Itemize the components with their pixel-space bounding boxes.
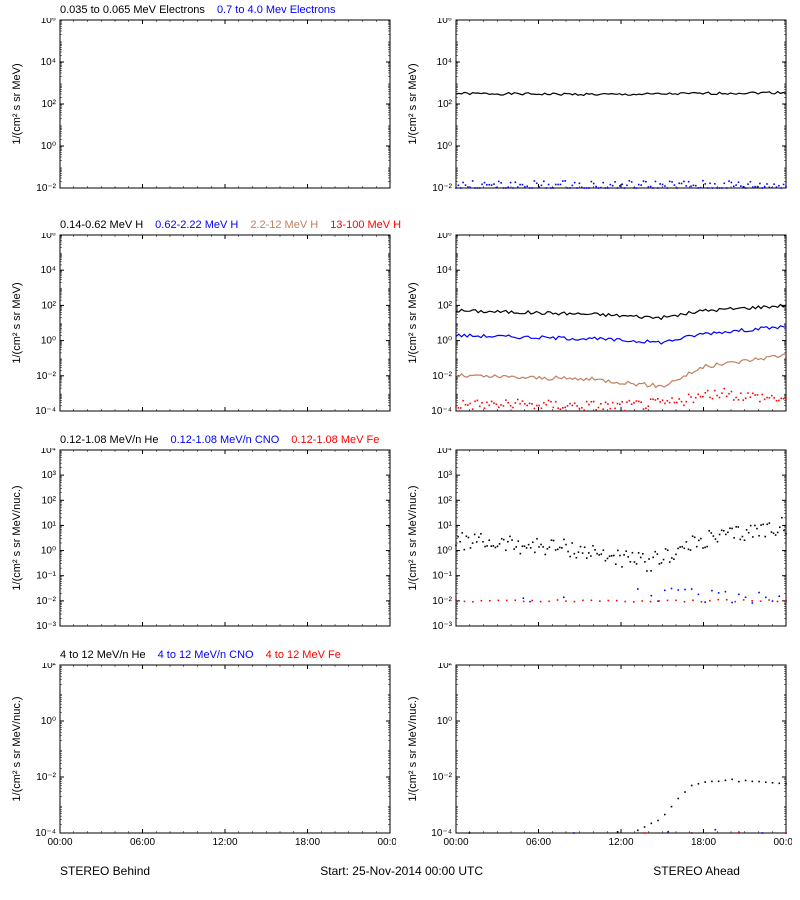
svg-text:10⁰: 10⁰ [437,336,452,347]
svg-text:10⁻³: 10⁻³ [432,621,452,632]
panel-wrap: 0.14-0.62 MeV H0.62-2.22 MeV H2.2-12 MeV… [8,223,396,432]
svg-text:10³: 10³ [42,470,57,481]
chart-panel: 10⁻⁴ 10⁻² 10⁰ 10² 10⁴ 10⁶ 1/(cm² s sr MeV) [404,233,792,429]
svg-text:10²: 10² [42,495,57,506]
svg-text:10⁻²: 10⁻² [36,371,56,382]
panel-wrap: 10⁻³ 10⁻² 10⁻¹ 10⁰ 10¹ 10² 10³ 10⁴ 1/(cm² s sr M… [404,438,792,647]
svg-text:10⁴: 10⁴ [437,448,452,456]
chart-panel: 10⁻⁴ 10⁻² 10⁰ 10² 10⁴ 10⁶ 1/(cm² s sr MeV) [8,233,396,429]
legend-item: 2.2-12 MeV H [250,219,318,231]
svg-text:1/(cm² s sr MeV): 1/(cm² s sr MeV) [407,63,419,144]
legend-item: 4 to 12 MeV/n He [60,649,146,661]
svg-text:10⁴: 10⁴ [41,57,56,68]
svg-text:10⁴: 10⁴ [41,448,56,456]
svg-text:1/(cm² s sr MeV): 1/(cm² s sr MeV) [407,282,419,363]
chart-panel: 10⁻² 10⁰ 10² 10⁴ 10⁶ 1/(cm² s sr MeV) [404,18,792,206]
svg-text:12:00: 12:00 [608,837,633,848]
footer-right: STEREO Ahead [653,864,740,878]
svg-text:10⁻²: 10⁻² [432,183,452,194]
svg-text:18:00: 18:00 [295,837,320,848]
svg-text:10⁻²: 10⁻² [36,772,56,783]
svg-text:10²: 10² [42,663,57,671]
svg-text:10⁻²: 10⁻² [432,772,452,783]
legend-item: 4 to 12 MeV Fe [266,649,341,661]
svg-text:10⁶: 10⁶ [437,18,452,26]
svg-text:10¹: 10¹ [438,520,453,531]
svg-text:10⁴: 10⁴ [437,265,452,276]
panel-wrap: 10⁻⁴10⁻²10⁰10²00:0006:0012:0018:0000:001… [404,653,792,862]
svg-text:06:00: 06:00 [130,837,155,848]
legend-item: 0.12-1.08 MeV/n He [60,434,158,446]
panel-wrap: 4 to 12 MeV/n He4 to 12 MeV/n CNO4 to 12… [8,653,396,862]
footer-center: Start: 25-Nov-2014 00:00 UTC [320,864,483,878]
legend-item: 0.14-0.62 MeV H [60,219,143,231]
svg-text:10⁰: 10⁰ [437,716,452,727]
panel-wrap: 0.035 to 0.065 MeV Electrons0.7 to 4.0 M… [8,8,396,217]
legend-item: 0.12-1.08 MeV Fe [291,434,379,446]
footer-left: STEREO Behind [60,864,150,878]
svg-text:10⁰: 10⁰ [41,716,56,727]
legend-item: 0.12-1.08 MeV/n CNO [170,434,279,446]
chart-panel: 10⁻⁴10⁻²10⁰10²00:0006:0012:0018:0000:001… [8,663,396,851]
chart-panel: 10⁻³ 10⁻² 10⁻¹ 10⁰ 10¹ 10² 10³ 10⁴ 1/(cm² s sr M… [404,448,792,644]
svg-text:10⁰: 10⁰ [437,141,452,152]
svg-text:00:00: 00:00 [377,837,396,848]
svg-text:00:00: 00:00 [47,837,72,848]
panel-wrap: 0.12-1.08 MeV/n He0.12-1.08 MeV/n CNO0.1… [8,438,396,647]
svg-text:10⁻²: 10⁻² [432,371,452,382]
legend-item: 0.7 to 4.0 Mev Electrons [217,4,336,16]
legend-item: 0.035 to 0.065 MeV Electrons [60,4,205,16]
panel-wrap: 10⁻² 10⁰ 10² 10⁴ 10⁶ 1/(cm² s sr MeV) [404,8,792,217]
svg-text:10⁻¹: 10⁻¹ [36,571,56,582]
svg-text:1/(cm² s sr MeV/nuc.): 1/(cm² s sr MeV/nuc.) [11,485,23,590]
legend-row: 4 to 12 MeV/n He 4 to 12 MeV/n CNO 4 to 12… [60,649,353,661]
svg-text:10²: 10² [42,300,57,311]
legend-item: 13-100 MeV H [330,219,401,231]
svg-text:12:00: 12:00 [212,837,237,848]
svg-text:00:00: 00:00 [773,837,792,848]
svg-text:10²: 10² [438,663,453,671]
svg-text:10⁻²: 10⁻² [36,596,56,607]
chart-panel: 10⁻³ 10⁻² 10⁻¹ 10⁰ 10¹ 10² 10³ 10⁴ 1/(cm² s sr M… [8,448,396,644]
svg-text:10⁴: 10⁴ [437,57,452,68]
svg-text:10⁶: 10⁶ [437,233,452,241]
svg-text:1/(cm² s sr MeV/nuc.): 1/(cm² s sr MeV/nuc.) [407,696,419,801]
legend-row: 0.12-1.08 MeV/n He 0.12-1.08 MeV/n CNO 0.1… [60,434,391,446]
legend-item: 4 to 12 MeV/n CNO [158,649,254,661]
legend-item: 0.62-2.22 MeV H [155,219,238,231]
svg-text:10²: 10² [42,99,57,110]
svg-text:1/(cm² s sr MeV): 1/(cm² s sr MeV) [11,282,23,363]
svg-text:10⁶: 10⁶ [41,18,56,26]
svg-text:10²: 10² [438,495,453,506]
svg-text:1/(cm² s sr MeV/nuc.): 1/(cm² s sr MeV/nuc.) [407,485,419,590]
legend-row: 0.035 to 0.065 MeV Electrons 0.7 to 4.0 M… [60,4,348,16]
svg-text:1/(cm² s sr MeV): 1/(cm² s sr MeV) [11,63,23,144]
chart-panel: 10⁻⁴10⁻²10⁰10²00:0006:0012:0018:0000:001… [404,663,792,851]
svg-text:10⁻²: 10⁻² [432,596,452,607]
svg-text:10⁰: 10⁰ [41,336,56,347]
svg-text:10³: 10³ [438,470,453,481]
svg-text:10²: 10² [438,99,453,110]
svg-text:10⁻²: 10⁻² [36,183,56,194]
svg-text:06:00: 06:00 [526,837,551,848]
panel-wrap: 10⁻⁴ 10⁻² 10⁰ 10² 10⁴ 10⁶ 1/(cm² s sr MeV) [404,223,792,432]
svg-text:10⁻⁴: 10⁻⁴ [431,406,452,417]
svg-text:10⁰: 10⁰ [437,546,452,557]
chart-panel: 10⁻² 10⁰ 10² 10⁴ 10⁶ 1/(cm² s sr MeV) [8,18,396,206]
svg-text:10⁻⁴: 10⁻⁴ [35,406,56,417]
footer: STEREO Behind Start: 25-Nov-2014 00:00 UT… [8,864,792,878]
svg-text:10⁴: 10⁴ [41,265,56,276]
svg-text:10⁶: 10⁶ [41,233,56,241]
svg-text:00:00: 00:00 [443,837,468,848]
legend-row: 0.14-0.62 MeV H 0.62-2.22 MeV H 2.2-12 MeV… [60,219,413,231]
svg-text:10⁻³: 10⁻³ [36,621,56,632]
svg-text:10⁻¹: 10⁻¹ [432,571,452,582]
svg-text:18:00: 18:00 [691,837,716,848]
svg-text:10⁰: 10⁰ [41,141,56,152]
svg-text:10¹: 10¹ [42,520,57,531]
svg-text:10⁰: 10⁰ [41,546,56,557]
svg-text:1/(cm² s sr MeV/nuc.): 1/(cm² s sr MeV/nuc.) [11,696,23,801]
svg-text:10²: 10² [438,300,453,311]
